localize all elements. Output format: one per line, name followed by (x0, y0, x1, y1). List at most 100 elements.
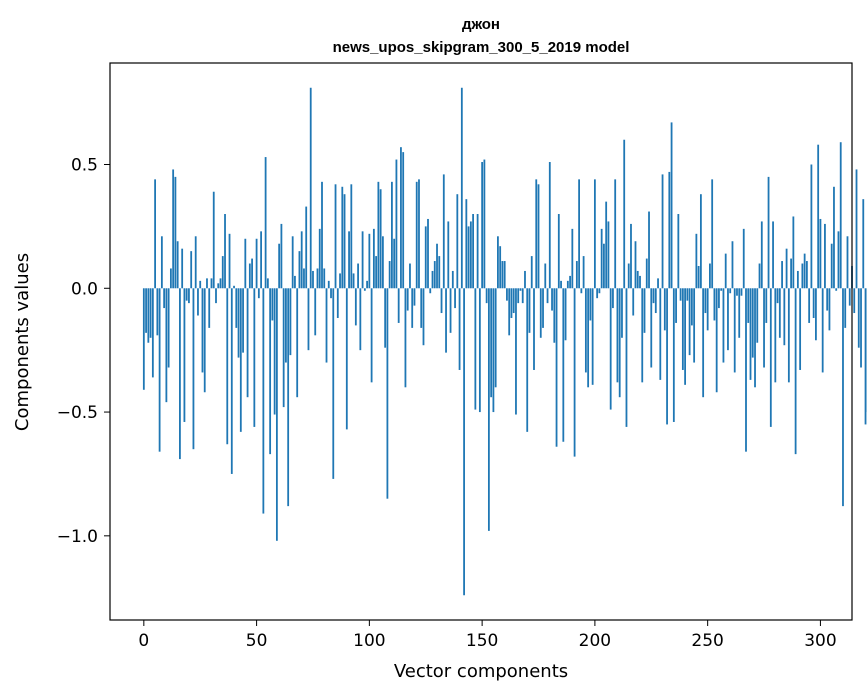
bar (751, 288, 754, 358)
bar (639, 275, 641, 289)
bar (706, 288, 709, 331)
bar (551, 288, 553, 311)
bar (404, 288, 407, 388)
bar (422, 288, 425, 346)
bar (237, 288, 240, 358)
bar (506, 288, 508, 301)
bar (805, 261, 808, 289)
bar (539, 288, 542, 338)
bar (431, 270, 434, 289)
bar (458, 288, 461, 370)
bar (142, 288, 145, 390)
bar (239, 288, 242, 432)
bar (794, 288, 797, 455)
plot-area-frame (109, 62, 853, 621)
bar (497, 236, 499, 289)
bar (749, 288, 752, 380)
bar (201, 288, 204, 373)
bar (560, 280, 562, 289)
bar (842, 288, 844, 507)
bar (285, 288, 287, 363)
bar (420, 288, 423, 328)
bar (668, 171, 671, 289)
bar (176, 241, 179, 289)
bar (564, 288, 567, 341)
x-tick-label: 150 (466, 631, 498, 651)
bar (219, 278, 222, 289)
bar (339, 273, 341, 289)
bar (221, 256, 224, 289)
bar (636, 270, 639, 289)
bar (702, 288, 705, 398)
bar (643, 288, 646, 333)
bar (537, 184, 540, 289)
bar (733, 288, 736, 373)
bar (824, 223, 826, 289)
bar (251, 258, 253, 289)
bar (230, 288, 233, 474)
bar (354, 288, 357, 326)
bar (747, 288, 750, 323)
bar (605, 201, 608, 289)
bar (713, 288, 716, 321)
bar (663, 288, 666, 331)
bar (210, 278, 213, 289)
bar (386, 288, 389, 499)
bar (212, 191, 215, 289)
bar (781, 261, 783, 289)
bar (799, 288, 802, 370)
bar (571, 228, 574, 289)
bar (783, 288, 786, 346)
bar (492, 288, 495, 413)
bar (645, 258, 648, 289)
bar (763, 288, 765, 368)
bar (575, 261, 578, 289)
bar (650, 288, 653, 368)
y-tick-label: 0.0 (71, 279, 98, 299)
bar (174, 176, 177, 289)
x-axis-ticks: 0 50 100 150 200 250 300 (138, 620, 837, 651)
bar (163, 288, 166, 309)
bar (359, 288, 362, 351)
bar (839, 142, 842, 289)
bar (318, 228, 321, 289)
bar (864, 288, 867, 425)
bar (305, 206, 308, 289)
bar (699, 194, 702, 289)
bar (156, 288, 159, 336)
bar (722, 288, 725, 363)
bar (828, 288, 831, 331)
bar (260, 231, 262, 289)
bar (357, 263, 359, 289)
bar (512, 288, 515, 314)
bar (776, 288, 779, 304)
bar (819, 218, 822, 289)
bar (848, 288, 851, 306)
bar (433, 261, 436, 289)
bar (593, 179, 596, 289)
bar (654, 288, 657, 314)
x-tick-label: 300 (804, 631, 836, 651)
bar (469, 221, 472, 289)
bar (300, 231, 303, 289)
bar (379, 189, 382, 289)
bar (465, 199, 468, 289)
bar (754, 288, 756, 388)
bar (197, 288, 199, 316)
bar (246, 288, 249, 398)
bar (544, 263, 547, 289)
bar (325, 288, 328, 363)
bar (440, 288, 443, 314)
bar (327, 280, 330, 289)
bar (402, 152, 405, 289)
bar (291, 236, 294, 289)
bar (395, 159, 398, 289)
bar (758, 263, 761, 289)
bar (490, 288, 493, 398)
bar (248, 263, 251, 289)
bar (612, 288, 614, 309)
bar (623, 139, 626, 289)
bar (172, 169, 175, 289)
bar (208, 288, 211, 328)
bar (330, 288, 332, 299)
